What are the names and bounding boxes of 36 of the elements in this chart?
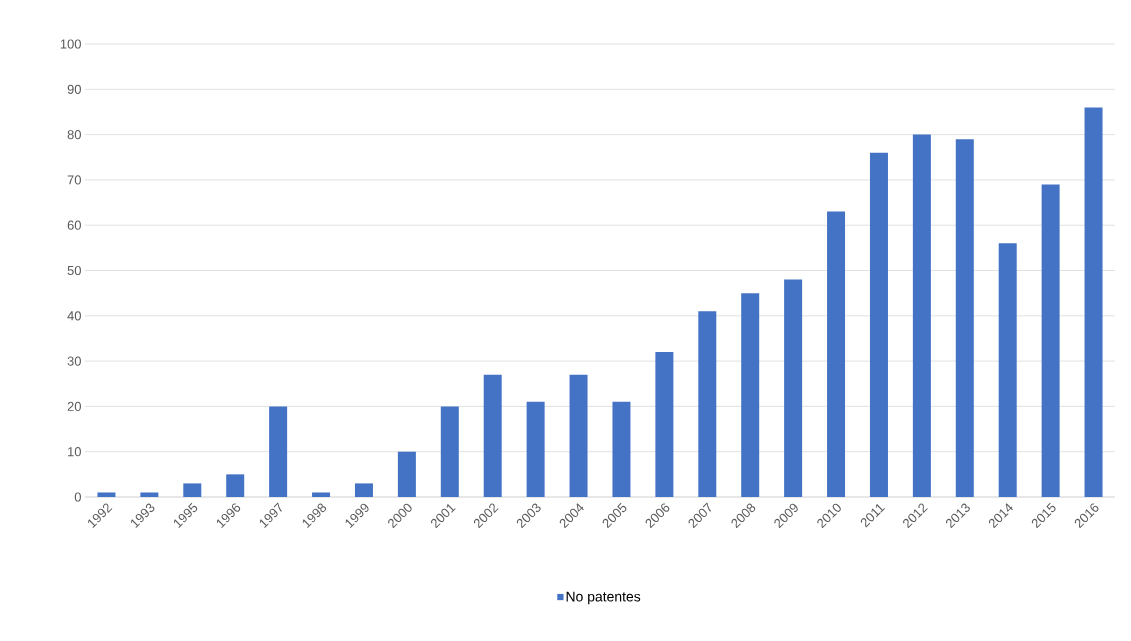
- bar: [827, 211, 846, 497]
- bar: [655, 352, 674, 497]
- y-tick-label: 50: [67, 265, 81, 276]
- y-tick-label: 0: [74, 492, 81, 502]
- bar: [483, 374, 502, 497]
- legend-label: No patentes: [566, 591, 641, 605]
- bar: [269, 406, 288, 497]
- bar: [698, 311, 717, 497]
- bar: [998, 243, 1017, 497]
- y-tick-label: 90: [67, 84, 81, 94]
- bar: [354, 483, 373, 497]
- bar: [569, 374, 588, 497]
- y-tick-label: 30: [67, 356, 81, 366]
- bar: [612, 401, 631, 497]
- bar: [312, 492, 331, 497]
- bar: [912, 134, 931, 497]
- y-tick-label: 80: [67, 130, 81, 140]
- y-tick-label: 100: [60, 39, 81, 49]
- bar: [440, 406, 459, 497]
- bar: [526, 401, 545, 497]
- bar: [955, 139, 974, 497]
- bar: [1084, 107, 1103, 497]
- bar: [869, 152, 888, 497]
- y-tick-label: 20: [67, 401, 81, 411]
- bar: [784, 279, 803, 497]
- bar: [741, 293, 760, 497]
- y-tick-label: 70: [67, 175, 81, 185]
- bar: [1041, 184, 1060, 497]
- y-tick-label: 10: [68, 447, 81, 457]
- bar: [140, 492, 159, 497]
- bar: [97, 492, 116, 497]
- bar: [397, 451, 416, 497]
- bar: [226, 474, 245, 497]
- y-tick-label: 40: [67, 311, 81, 321]
- bar: [183, 483, 202, 497]
- y-tick-label: 60: [67, 220, 81, 230]
